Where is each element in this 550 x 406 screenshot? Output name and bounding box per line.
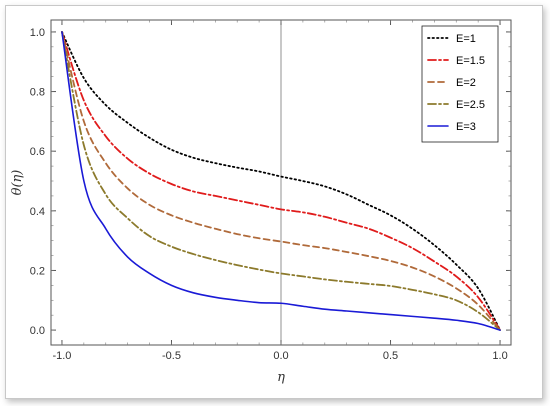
- series-line-3: [61, 31, 501, 331]
- legend-label-3: E=2: [456, 77, 476, 89]
- x-axis-title: η: [277, 370, 285, 385]
- y-tick-label: 0.6: [30, 146, 45, 158]
- series-line-2: [61, 31, 501, 331]
- series-line-1: [61, 31, 501, 331]
- x-tick-label: -0.5: [162, 350, 181, 362]
- legend-label-1: E=1: [456, 33, 476, 45]
- y-tick-label: 0.2: [30, 265, 45, 277]
- legend-label-2: E=1.5: [456, 55, 485, 67]
- legend: E=1 E=1.5 E=2 E=2.5 E=3: [421, 25, 499, 143]
- axes: -1.0 -0.5 0.0 0.5 1.0 0.0 0.2 0.4 0.6 0.8 1.0 η θ(η): [10, 19, 512, 385]
- series-line-5: [61, 31, 501, 331]
- x-tick-label: 1.0: [492, 350, 507, 362]
- y-tick-label: 1.0: [30, 27, 45, 39]
- y-tick-label: 0.8: [30, 87, 45, 99]
- y-axis-title: θ(η): [10, 170, 25, 196]
- series-layer: [61, 31, 501, 331]
- legend-box: [421, 25, 499, 143]
- x-tick-label: 0.5: [383, 350, 398, 362]
- y-tick-label: 0.4: [30, 206, 45, 218]
- x-tick-label: 0.0: [273, 350, 288, 362]
- legend-label-5: E=3: [456, 121, 476, 133]
- legend-label-4: E=2.5: [456, 99, 485, 111]
- x-tick-label: -1.0: [52, 350, 71, 362]
- series-line-4: [61, 31, 501, 331]
- y-tick-label: 0.0: [30, 325, 45, 337]
